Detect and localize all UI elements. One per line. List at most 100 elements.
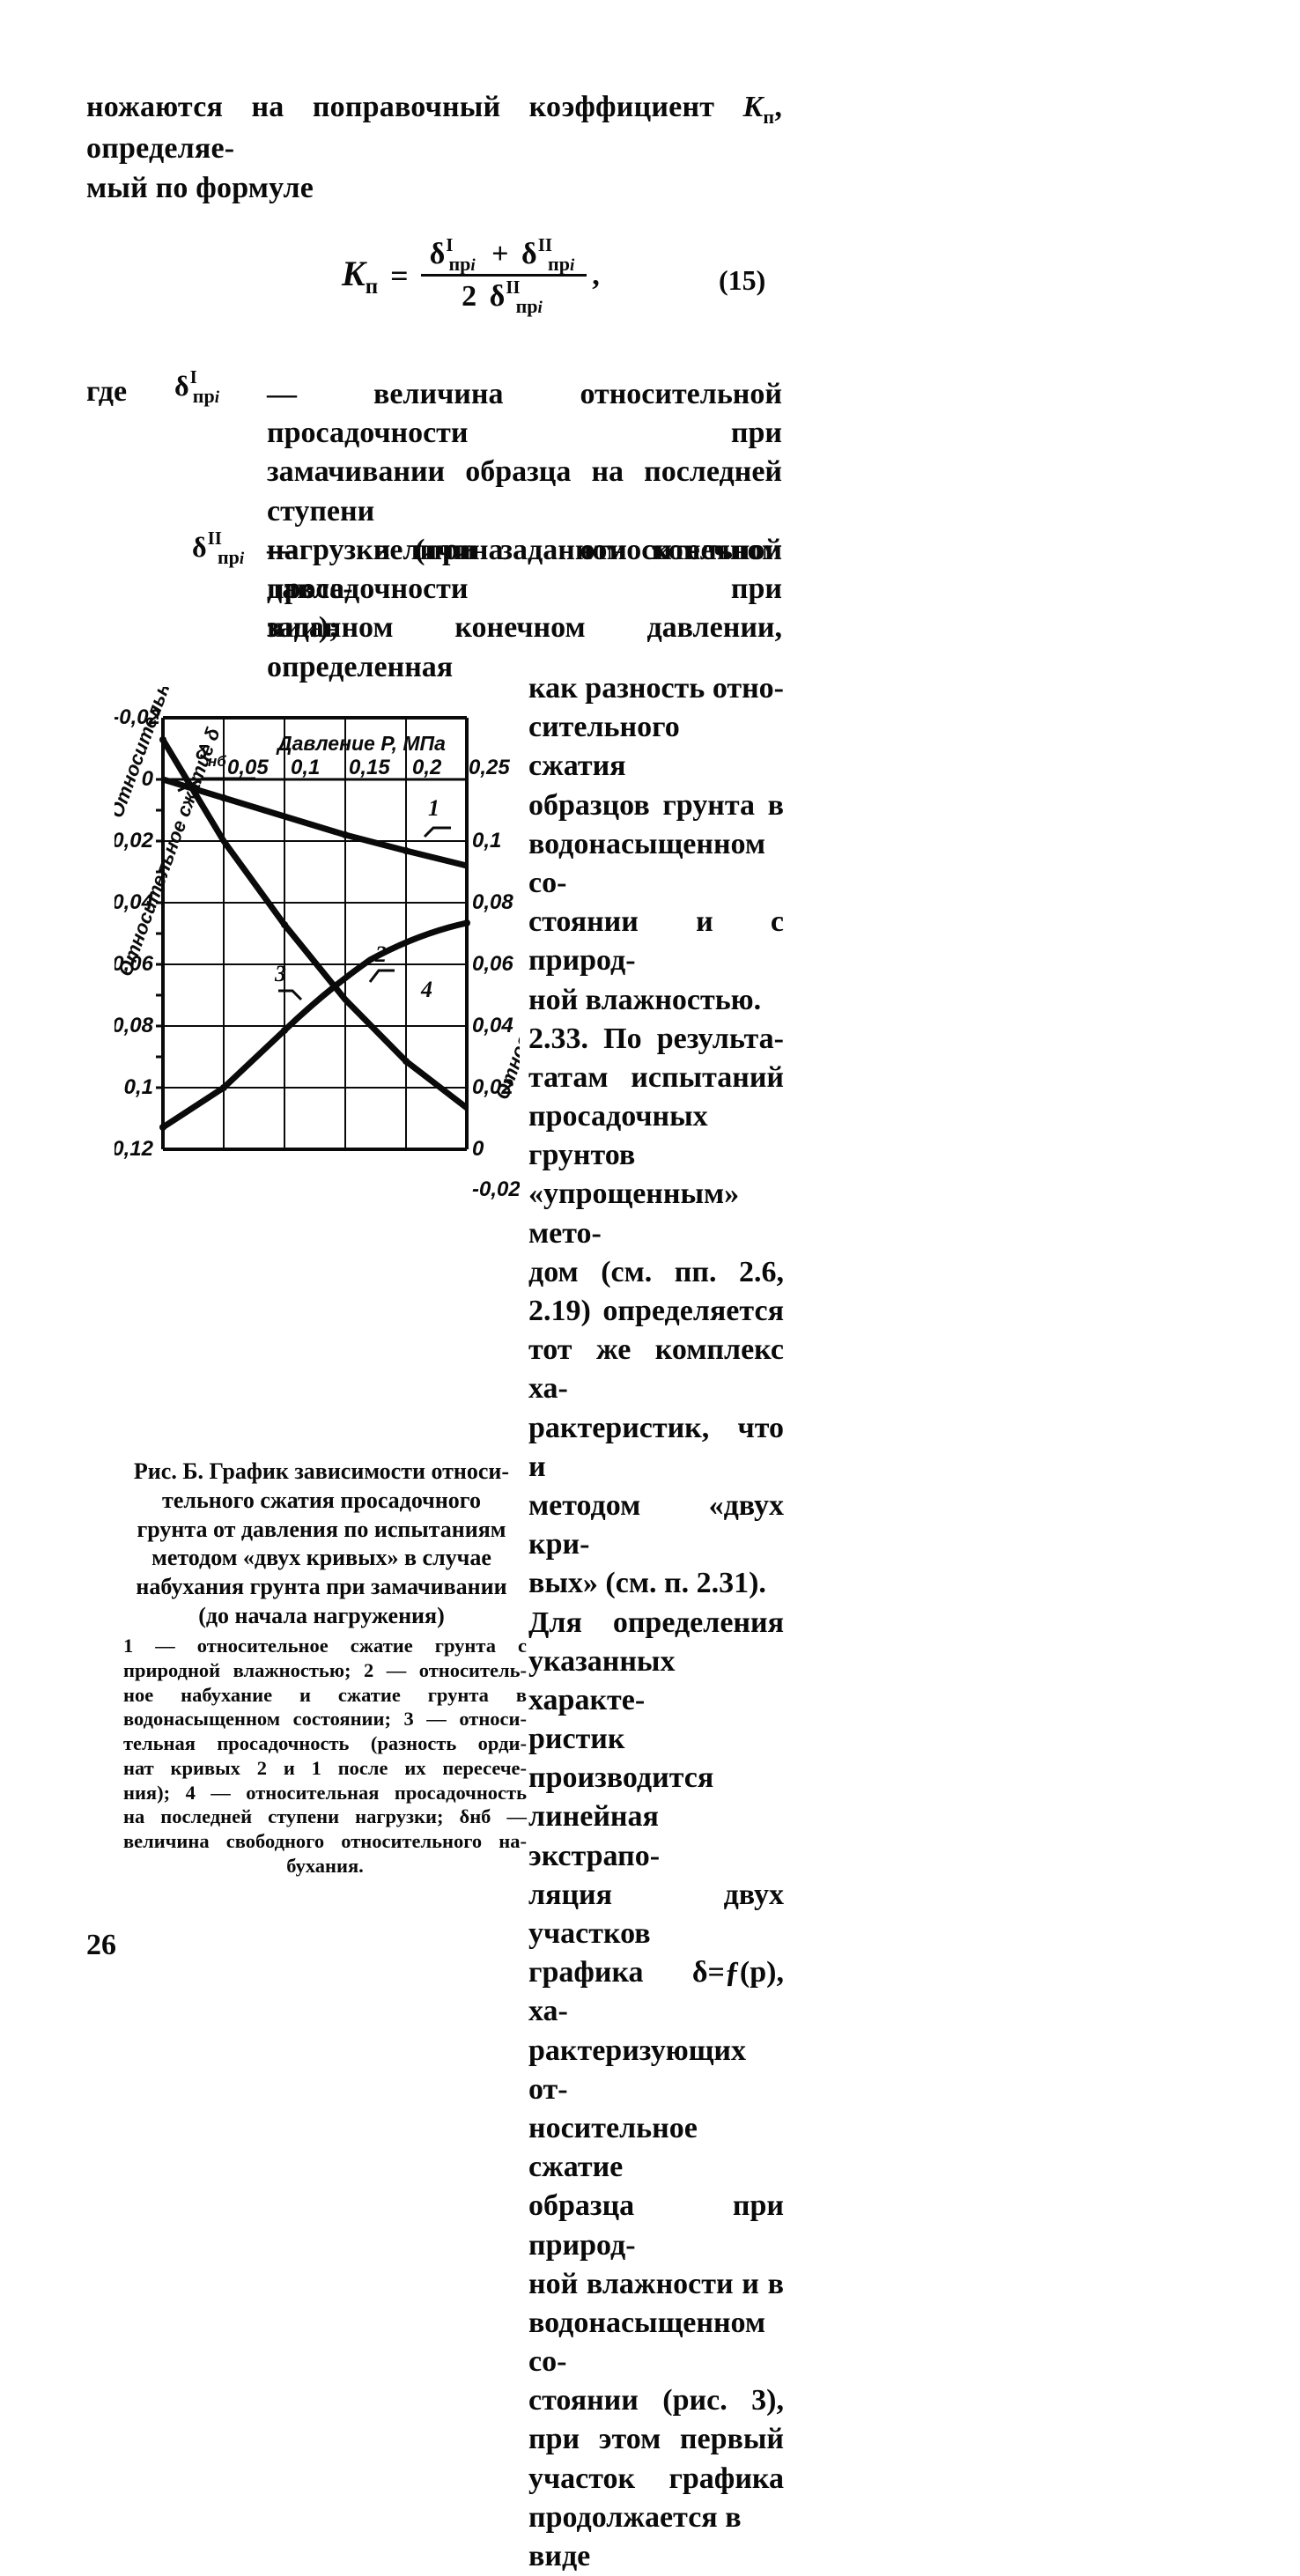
symbol-delta-pr-II: δIIпрi (192, 528, 245, 568)
factor-two: 2 (462, 280, 477, 313)
formula-block: Kп = δIпрi + δIIпрi 2 δIIпрi , (15) (86, 231, 782, 345)
document-page: ножаются на поправочный коэффициент Kп, … (86, 88, 784, 2572)
right-line-30: продолжается в виде (528, 2500, 742, 2572)
right-line-2: образцов грунта в (528, 788, 784, 822)
legend-line-7: на последней ступени нагрузки; δнб — (123, 1805, 527, 1828)
right-line-8: просадочных грунтов (528, 1100, 708, 1172)
right-line-16: Для определения (528, 1605, 784, 1639)
ytick-right-0: 0,1 (472, 829, 501, 853)
curve-label-1: 1 (428, 795, 439, 821)
fraction-numerator: δIпрi + δIIпрi (420, 234, 587, 277)
intro-line-2: мый по формуле (86, 171, 314, 204)
right-line-25: ной влажности и в (528, 2267, 784, 2300)
right-line-14: методом «двух кри- (528, 1488, 784, 1561)
right-line-27: стоянии (рис. 3), (528, 2384, 784, 2417)
formula-lhs: Kп (342, 253, 379, 299)
ytick-left-1: 0 (142, 767, 154, 791)
right-line-23: носительное сжатие (528, 2111, 698, 2184)
caption-line-0: Рис. Б. График зависимости относи- (133, 1458, 510, 1484)
right-line-4: стоянии и с природ- (528, 905, 784, 978)
right-line-10: дом (см. пп. 2.6, (528, 1255, 784, 1288)
ytick-left-7: 0,12 (114, 1137, 154, 1161)
page-number: 26 (86, 1929, 116, 1961)
curve-label-2: 2 (374, 941, 387, 967)
right-line-26: водонасыщенном со- (528, 2306, 766, 2379)
gde-label: где (86, 375, 128, 408)
annotation-delta-nb: δ (196, 742, 208, 764)
curve-label-3: 3 (274, 961, 286, 986)
ytick-left-6: 0,1 (124, 1075, 153, 1099)
delta-pr-II-num: δIIпрi (521, 234, 575, 275)
right-line-6: 2.33. По результа- (528, 1022, 784, 1055)
definition-2: — величина относительной просадочности п… (267, 531, 782, 687)
ytick-right-2: 0,06 (472, 952, 513, 976)
ytick-left-4: 0,06 (114, 952, 154, 976)
curve-label-4: 4 (420, 977, 432, 1002)
definition-1-line-2: нагрузки (при заданном конечном давле- (267, 533, 782, 605)
right-line-15: вых» (см. п. 2.31). (528, 1567, 766, 1600)
right-line-22: рактеризующих от- (528, 2033, 747, 2106)
chart-curve-1 (161, 776, 468, 869)
chart-curve-1-points (220, 794, 410, 854)
equation-number: (15) (719, 264, 766, 296)
definition-1: — величина относительной просадочности п… (267, 375, 782, 647)
chart-curve-2-points (159, 736, 410, 1065)
right-line-7: татам испытаний (528, 1060, 784, 1094)
xtick-4: 0,25 (469, 756, 510, 779)
chart-curve-3 (161, 919, 468, 1130)
fraction-denominator: 2 δIIпрi (453, 277, 555, 317)
xtick-2: 0,15 (349, 756, 390, 779)
figure-legend: 1 — относительное сжатие грунта с природ… (123, 1634, 527, 1878)
ytick-left-2: 0,02 (114, 829, 154, 853)
caption-line-5: (до начала нагружения) (198, 1602, 445, 1628)
ytick-right-5: 0 (472, 1137, 484, 1161)
formula-fraction: δIпрi + δIIпрi 2 δIIпрi (420, 234, 587, 317)
legend-line-9: бухания. (286, 1855, 364, 1878)
caption-line-1: тельного сжатия просадочного (162, 1487, 481, 1513)
formula-equals: = (390, 258, 409, 293)
xtick-1: 0,1 (291, 756, 320, 779)
plus-sign: + (491, 238, 509, 270)
right-column-text: как разность отно- сительного сжатия обр… (528, 669, 784, 2576)
caption-line-3: методом «двух кривых» в случае (151, 1545, 491, 1571)
chart-left-ticks (156, 778, 163, 1089)
curve-3-leader (278, 989, 303, 1001)
ytick-right-6: -0,02 (472, 1177, 520, 1201)
right-line-17: указанных характе- (528, 1644, 676, 1716)
legend-line-5: нат кривых 2 и 1 после их пересече- (123, 1756, 527, 1779)
ytick-right-3: 0,04 (472, 1014, 513, 1037)
caption-line-4: набухания грунта при замачивании (136, 1574, 507, 1599)
right-line-24: образца при природ- (528, 2189, 784, 2262)
legend-line-6: ния); 4 — относительная просадочность (123, 1781, 527, 1804)
right-line-9: «упрощенным» мето- (528, 1177, 740, 1250)
right-line-20: ляция двух участков (528, 1878, 784, 1950)
definition-1-line-0: — величина относительной просадочности п… (267, 378, 782, 450)
chart-y-left-ticklabels: -0,02 0 0,02 0,04 0,06 0,08 0,1 0,12 (114, 705, 161, 1161)
delta-pr-II-den: δIIпрi (489, 277, 543, 317)
right-line-5: ной влажностью. (528, 983, 762, 1016)
right-line-0: как разность отно- (528, 672, 784, 705)
right-line-21: графика δ=ƒ(p), ха- (528, 1956, 784, 2028)
figure-chart: δ нб 1 2 3 4 Давление P, МПа 0,05 0,1 0,… (114, 687, 520, 1215)
chart-curve-2 (159, 738, 469, 1111)
ytick-right-4: 0,02 (472, 1075, 513, 1099)
chart-x-ticklabels: 0,05 0,1 0,15 0,2 0,25 (227, 756, 510, 779)
annotation-delta-nb-sub: нб (208, 753, 226, 770)
formula-15: Kп = δIпрi + δIIпрi 2 δIIпрi , (342, 234, 600, 317)
ytick-left-5: 0,08 (114, 1014, 154, 1037)
right-line-29: участок графика (528, 2462, 784, 2495)
legend-line-0: 1 — относительное сжатие грунта с (123, 1635, 527, 1657)
legend-line-3: водонасыщенном состоянии; 3 — относи- (123, 1708, 527, 1731)
intro-line-1: ножаются на поправочный коэффициент Kп, … (86, 91, 783, 166)
right-line-28: при этом первый (528, 2423, 784, 2456)
right-line-19: линейная экстрапо- (528, 1800, 661, 1872)
ytick-left-3: 0,04 (114, 890, 153, 914)
intro-paragraph: ножаются на поправочный коэффициент Kп, … (86, 88, 782, 208)
definition-2-line-0: — величина относительной просадочности п… (267, 534, 782, 606)
curve-1-leader (423, 826, 451, 838)
right-line-12: тот же комплекс ха- (528, 1333, 784, 1406)
caption-line-2: грунта от давления по испытаниям (137, 1516, 506, 1542)
delta-nb-leader (177, 777, 255, 793)
definition-1-line-1: замачивании образца на последней ступени (267, 455, 782, 528)
chart-xlabel: Давление P, МПа (276, 732, 446, 755)
